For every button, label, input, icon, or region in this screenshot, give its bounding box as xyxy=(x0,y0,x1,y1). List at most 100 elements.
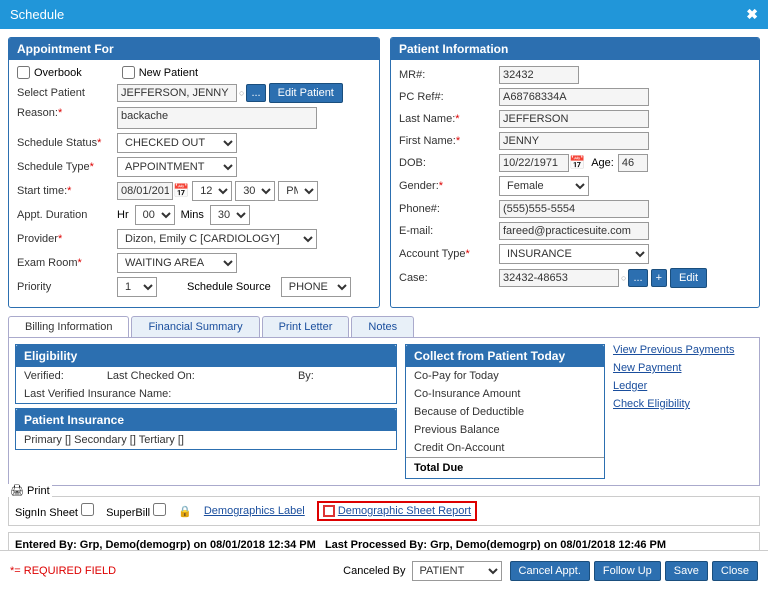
patient-info-header: Patient Information xyxy=(391,38,759,60)
collect-panel: Collect from Patient Today Co-Pay for To… xyxy=(405,344,605,479)
eligibility-header: Eligibility xyxy=(16,345,396,367)
schedule-type-label: Schedule Type xyxy=(17,161,117,173)
close-icon[interactable]: ✖ xyxy=(746,6,758,23)
case-lookup-button[interactable]: ... xyxy=(628,269,647,287)
view-prev-payments-link[interactable]: View Previous Payments xyxy=(613,344,753,356)
priority-select[interactable]: 1 xyxy=(117,277,157,297)
case-input[interactable] xyxy=(499,269,619,287)
canceled-by-select[interactable]: PATIENT xyxy=(412,561,502,581)
eligibility-panel: Eligibility Verified: Last Checked On: B… xyxy=(15,344,397,404)
check-eligibility-link[interactable]: Check Eligibility xyxy=(613,398,753,410)
mr-input[interactable] xyxy=(499,66,579,84)
verified-label: Verified: xyxy=(24,370,64,382)
collect-header: Collect from Patient Today xyxy=(406,345,604,367)
age-input xyxy=(618,154,648,172)
canceled-by-label: Canceled By xyxy=(343,565,405,577)
lock-icon: 🔒 xyxy=(178,505,192,518)
follow-up-button[interactable]: Follow Up xyxy=(594,561,661,581)
start-time-label: Start time: xyxy=(17,185,117,197)
lastname-label: Last Name: xyxy=(399,113,499,125)
save-button[interactable]: Save xyxy=(665,561,708,581)
appt-for-header: Appointment For xyxy=(9,38,379,60)
schedule-type-select[interactable]: APPOINTMENT xyxy=(117,157,237,177)
firstname-input[interactable] xyxy=(499,132,649,150)
start-date-input[interactable] xyxy=(117,182,173,200)
tab-financial[interactable]: Financial Summary xyxy=(131,316,259,337)
overbook-checkbox[interactable] xyxy=(17,66,30,79)
case-edit-button[interactable]: Edit xyxy=(670,268,707,288)
provider-label: Provider xyxy=(17,233,117,245)
overbook-label: Overbook xyxy=(34,67,82,79)
patient-insurance-panel: Patient Insurance Primary [] Secondary [… xyxy=(15,408,397,450)
calendar-icon-dob[interactable]: 📅 xyxy=(569,155,585,171)
acct-type-label: Account Type xyxy=(399,248,499,260)
signin-sheet-checkbox[interactable] xyxy=(81,503,94,516)
tab-billing[interactable]: Billing Information xyxy=(8,316,129,337)
deduct-label: Because of Deductible xyxy=(406,403,604,421)
credit-label: Credit On-Account xyxy=(406,439,604,457)
schedule-status-label: Schedule Status xyxy=(17,137,117,149)
start-hour-select[interactable]: 12 xyxy=(192,181,232,201)
provider-select[interactable]: Dizon, Emily C [CARDIOLOGY] xyxy=(117,229,317,249)
schedule-source-label: Schedule Source xyxy=(187,281,271,293)
required-field-note: *= REQUIRED FIELD xyxy=(10,565,343,577)
priority-label: Priority xyxy=(17,281,117,293)
email-label: E-mail: xyxy=(399,225,499,237)
tabs: Billing Information Financial Summary Pr… xyxy=(8,316,760,338)
new-patient-label: New Patient xyxy=(139,67,198,79)
cancel-appt-button[interactable]: Cancel Appt. xyxy=(510,561,590,581)
start-ampm-select[interactable]: PM xyxy=(278,181,318,201)
dialog-title: Schedule xyxy=(10,7,64,22)
demographic-report-link[interactable]: Demographic Sheet Report xyxy=(338,505,471,517)
schedule-source-select[interactable]: PHONE xyxy=(281,277,351,297)
edit-patient-button[interactable]: Edit Patient xyxy=(269,83,343,103)
lastname-input[interactable] xyxy=(499,110,649,128)
tab-print-letter[interactable]: Print Letter xyxy=(262,316,350,337)
start-min-select[interactable]: 30 xyxy=(235,181,275,201)
appointment-for-panel: Appointment For Overbook New Patient Sel… xyxy=(8,37,380,308)
new-payment-link[interactable]: New Payment xyxy=(613,362,753,374)
case-add-button[interactable]: + xyxy=(651,269,667,287)
schedule-status-select[interactable]: CHECKED OUT xyxy=(117,133,237,153)
exam-room-select[interactable]: WAITING AREA xyxy=(117,253,237,273)
pcref-input[interactable] xyxy=(499,88,649,106)
gender-select[interactable]: Female xyxy=(499,176,589,196)
acct-type-select[interactable]: INSURANCE xyxy=(499,244,649,264)
total-due-label: Total Due xyxy=(406,457,604,478)
duration-hr-select[interactable]: 00 xyxy=(135,205,175,225)
hr-label: Hr xyxy=(117,209,129,221)
mr-label: MR#: xyxy=(399,69,499,81)
duration-min-select[interactable]: 30 xyxy=(210,205,250,225)
tab-notes[interactable]: Notes xyxy=(351,316,414,337)
reason-label: Reason: xyxy=(17,107,117,119)
phone-label: Phone#: xyxy=(399,203,499,215)
phone-input[interactable] xyxy=(499,200,649,218)
pdf-icon xyxy=(323,505,335,517)
patient-lookup-button[interactable]: ... xyxy=(246,84,265,102)
by-label: By: xyxy=(298,370,314,382)
superbill-label: SuperBill xyxy=(106,507,150,519)
email-input[interactable] xyxy=(499,222,649,240)
last-verified-label: Last Verified Insurance Name: xyxy=(16,385,396,403)
pcref-label: PC Ref#: xyxy=(399,91,499,103)
select-patient-label: Select Patient xyxy=(17,87,117,99)
reason-textarea[interactable]: backache xyxy=(117,107,317,129)
calendar-icon[interactable]: 📅 xyxy=(173,183,189,199)
print-section-label: 🖨 Print xyxy=(8,484,52,497)
exam-room-label: Exam Room xyxy=(17,257,117,269)
superbill-checkbox[interactable] xyxy=(153,503,166,516)
mins-label: Mins xyxy=(181,209,204,221)
case-label: Case: xyxy=(399,272,499,284)
copay-label: Co-Pay for Today xyxy=(406,367,604,385)
dob-label: DOB: xyxy=(399,157,499,169)
demographics-label-link[interactable]: Demographics Label xyxy=(204,505,305,517)
patient-input[interactable] xyxy=(117,84,237,102)
close-button[interactable]: Close xyxy=(712,561,758,581)
age-label: Age: xyxy=(591,157,614,169)
appt-duration-label: Appt. Duration xyxy=(17,209,117,221)
insurance-body: Primary [] Secondary [] Tertiary [] xyxy=(16,431,396,449)
new-patient-checkbox[interactable] xyxy=(122,66,135,79)
dob-input[interactable] xyxy=(499,154,569,172)
signin-sheet-label: SignIn Sheet xyxy=(15,507,78,519)
ledger-link[interactable]: Ledger xyxy=(613,380,753,392)
